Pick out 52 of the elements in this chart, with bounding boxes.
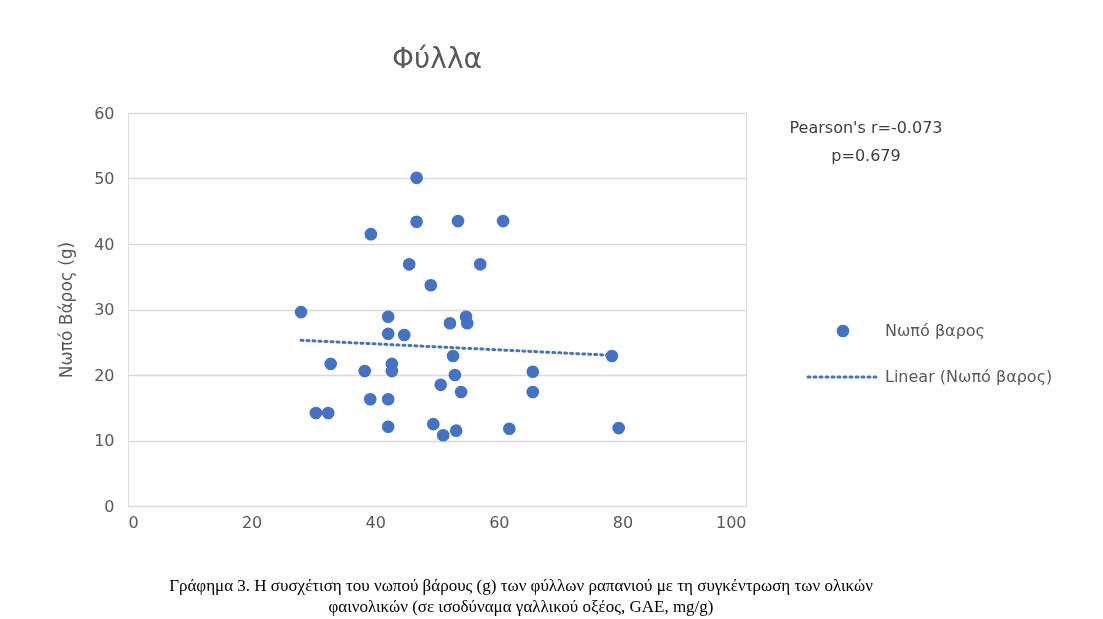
- point: [381, 310, 395, 324]
- y-tick-label: 0: [104, 496, 115, 516]
- y-axis-title: Νωπό Βάρος (g): [56, 241, 77, 379]
- point: [309, 406, 323, 420]
- x-tick-label: 20: [241, 512, 263, 532]
- point: [434, 378, 448, 392]
- point: [410, 171, 423, 185]
- point: [321, 406, 335, 420]
- y-tick-label: 40: [94, 234, 115, 254]
- point: [454, 385, 468, 399]
- point: [397, 328, 411, 342]
- point: [526, 365, 540, 379]
- point: [294, 305, 308, 319]
- point: [448, 368, 462, 382]
- x-tick-label: 80: [612, 512, 634, 532]
- point: [363, 392, 377, 406]
- text: p=0.679: [831, 146, 901, 165]
- text: φαινολικών (σε ισοδύναμα γαλλικού οξέος, GAE, mg/g): [328, 597, 714, 616]
- point: [410, 215, 423, 229]
- chart-title: Φύλλα: [392, 42, 482, 75]
- legend-label: Νωπό βαρος: [885, 321, 985, 340]
- y-tick-label: 50: [94, 169, 115, 188]
- y-tick-label: 20: [94, 365, 115, 385]
- x-tick-label: 100: [715, 512, 747, 532]
- y-tick-label: 10: [94, 431, 115, 450]
- y-tick-label: 30: [94, 300, 115, 319]
- point: [451, 214, 465, 228]
- point: [449, 424, 463, 437]
- point: [436, 428, 450, 442]
- text: Pearson's r=-0.073: [789, 118, 943, 137]
- x-tick-label: 40: [365, 512, 386, 532]
- point: [446, 349, 460, 363]
- x-tick-label: 0: [128, 512, 139, 532]
- point: [443, 316, 457, 330]
- point: [358, 364, 372, 378]
- point: [381, 420, 395, 434]
- text: Γράφημα 3. Η συσχέτιση του νωπού βάρους (g) των φύλλων ραπανιού με τη συγκέντρωση των ολικών: [169, 576, 874, 595]
- legend-label: Linear (Νωπό βαρος): [885, 367, 1053, 386]
- point: [402, 257, 416, 271]
- point: [381, 327, 395, 341]
- point: [473, 257, 487, 271]
- point: [526, 385, 540, 399]
- point: [612, 421, 626, 435]
- point: [424, 278, 438, 292]
- point: [381, 392, 395, 406]
- point: [502, 422, 516, 436]
- point: [426, 417, 440, 431]
- y-tick-label: 60: [94, 103, 115, 123]
- x-tick-label: 60: [489, 512, 510, 532]
- point: [324, 357, 338, 371]
- point: [364, 227, 378, 241]
- point: [496, 214, 510, 228]
